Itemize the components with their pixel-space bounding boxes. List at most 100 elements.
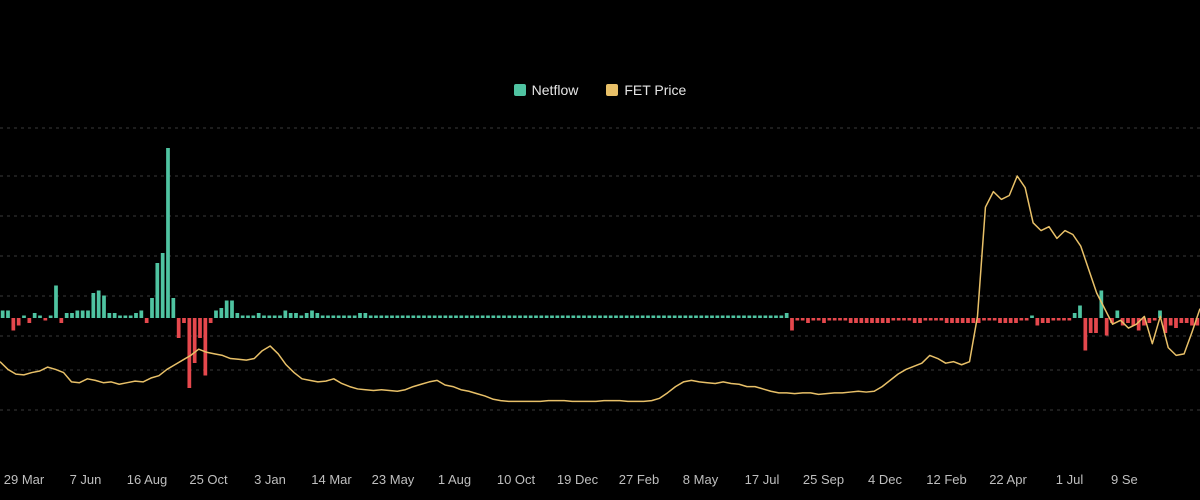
netflow-bar[interactable] <box>598 315 602 319</box>
netflow-bar[interactable] <box>166 148 170 318</box>
netflow-bar[interactable] <box>411 315 416 319</box>
netflow-bar[interactable] <box>1030 315 1034 319</box>
netflow-bar[interactable] <box>1083 318 1088 351</box>
netflow-bar[interactable] <box>422 315 426 319</box>
netflow-bar[interactable] <box>54 285 58 319</box>
netflow-bar[interactable] <box>1008 318 1013 323</box>
netflow-bar[interactable] <box>1099 290 1104 319</box>
netflow-bar[interactable] <box>470 315 474 319</box>
netflow-bar[interactable] <box>1014 318 1018 323</box>
netflow-bar[interactable] <box>214 310 218 319</box>
netflow-bar[interactable] <box>395 315 400 319</box>
netflow-bar[interactable] <box>400 315 405 319</box>
netflow-bar[interactable] <box>1136 318 1141 331</box>
netflow-bar[interactable] <box>982 318 986 321</box>
netflow-bar[interactable] <box>747 315 752 319</box>
netflow-bar[interactable] <box>1078 305 1082 319</box>
netflow-bar[interactable] <box>1174 318 1178 328</box>
netflow-bar[interactable] <box>342 315 346 319</box>
netflow-bar[interactable] <box>347 315 352 319</box>
netflow-bar[interactable] <box>304 313 309 318</box>
netflow-bar[interactable] <box>443 315 448 319</box>
netflow-bar[interactable] <box>934 318 938 321</box>
netflow-bar[interactable] <box>966 318 970 323</box>
netflow-bar[interactable] <box>832 318 837 321</box>
netflow-bar[interactable] <box>192 318 197 363</box>
netflow-bar[interactable] <box>374 315 378 319</box>
netflow-bar[interactable] <box>1142 318 1146 326</box>
netflow-bar[interactable] <box>1104 318 1109 336</box>
netflow-bar[interactable] <box>587 315 592 319</box>
netflow-bar[interactable] <box>742 315 746 319</box>
netflow-bar[interactable] <box>614 315 618 319</box>
netflow-bar[interactable] <box>768 315 773 319</box>
netflow-bar[interactable] <box>731 315 736 319</box>
netflow-bar[interactable] <box>811 318 816 321</box>
netflow-bar[interactable] <box>1067 318 1072 321</box>
netflow-bar[interactable] <box>571 315 576 319</box>
netflow-bar[interactable] <box>390 315 394 319</box>
netflow-bar[interactable] <box>918 318 922 323</box>
netflow-bar[interactable] <box>582 315 586 319</box>
netflow-bar[interactable] <box>235 313 240 318</box>
netflow-bar[interactable] <box>880 318 885 323</box>
netflow-bar[interactable] <box>1003 318 1008 323</box>
netflow-bar[interactable] <box>182 318 186 323</box>
netflow-bar[interactable] <box>619 315 624 319</box>
netflow-bar[interactable] <box>971 318 976 323</box>
netflow-bar[interactable] <box>256 313 261 318</box>
netflow-bar[interactable] <box>102 295 106 319</box>
netflow-bar[interactable] <box>16 318 21 326</box>
netflow-bar[interactable] <box>139 310 144 319</box>
netflow-bar[interactable] <box>544 315 549 319</box>
netflow-bar[interactable] <box>630 315 634 319</box>
netflow-bar[interactable] <box>912 318 917 323</box>
netflow-bar[interactable] <box>576 315 581 319</box>
netflow-bar[interactable] <box>955 318 960 323</box>
netflow-bar[interactable] <box>496 315 501 319</box>
netflow-bar[interactable] <box>1088 318 1093 333</box>
netflow-bar[interactable] <box>907 318 912 321</box>
netflow-bar[interactable] <box>1019 318 1024 321</box>
netflow-bar[interactable] <box>566 315 570 319</box>
netflow-bar[interactable] <box>736 315 741 319</box>
netflow-bar[interactable] <box>523 315 528 319</box>
netflow-bar[interactable] <box>886 318 890 323</box>
fet-price-line[interactable] <box>0 175 1200 403</box>
netflow-bar[interactable] <box>784 313 789 318</box>
netflow-bar[interactable] <box>704 315 709 319</box>
netflow-bar[interactable] <box>272 315 277 319</box>
netflow-bar[interactable] <box>960 318 965 323</box>
netflow-bar[interactable] <box>155 263 160 318</box>
netflow-bar[interactable] <box>299 315 304 319</box>
netflow-bar[interactable] <box>91 293 96 318</box>
netflow-bar[interactable] <box>539 315 544 319</box>
netflow-bar[interactable] <box>336 315 341 319</box>
netflow-bar[interactable] <box>464 315 469 319</box>
netflow-bar[interactable] <box>640 315 645 319</box>
netflow-bar[interactable] <box>486 315 490 319</box>
netflow-bar[interactable] <box>699 315 704 319</box>
netflow-bar[interactable] <box>1190 318 1194 326</box>
netflow-bar[interactable] <box>1147 318 1152 323</box>
netflow-bar[interactable] <box>534 315 538 319</box>
netflow-bar[interactable] <box>1126 318 1130 323</box>
netflow-bar[interactable] <box>646 315 650 319</box>
netflow-bar[interactable] <box>459 315 464 319</box>
netflow-bar[interactable] <box>1168 318 1173 326</box>
netflow-bar[interactable] <box>384 315 389 319</box>
netflow-bar[interactable] <box>1046 318 1050 323</box>
netflow-bar[interactable] <box>224 300 229 319</box>
netflow-bar[interactable] <box>891 318 896 321</box>
netflow-bar[interactable] <box>6 310 10 319</box>
netflow-bar[interactable] <box>144 318 149 323</box>
netflow-bar[interactable] <box>315 313 320 318</box>
netflow-bar[interactable] <box>86 310 90 319</box>
netflow-bar[interactable] <box>368 315 373 319</box>
netflow-bar[interactable] <box>848 318 853 323</box>
netflow-bar[interactable] <box>864 318 869 323</box>
netflow-bar[interactable] <box>1131 318 1136 326</box>
netflow-bar[interactable] <box>512 315 517 319</box>
netflow-bar[interactable] <box>160 253 165 318</box>
netflow-bar[interactable] <box>603 315 608 319</box>
